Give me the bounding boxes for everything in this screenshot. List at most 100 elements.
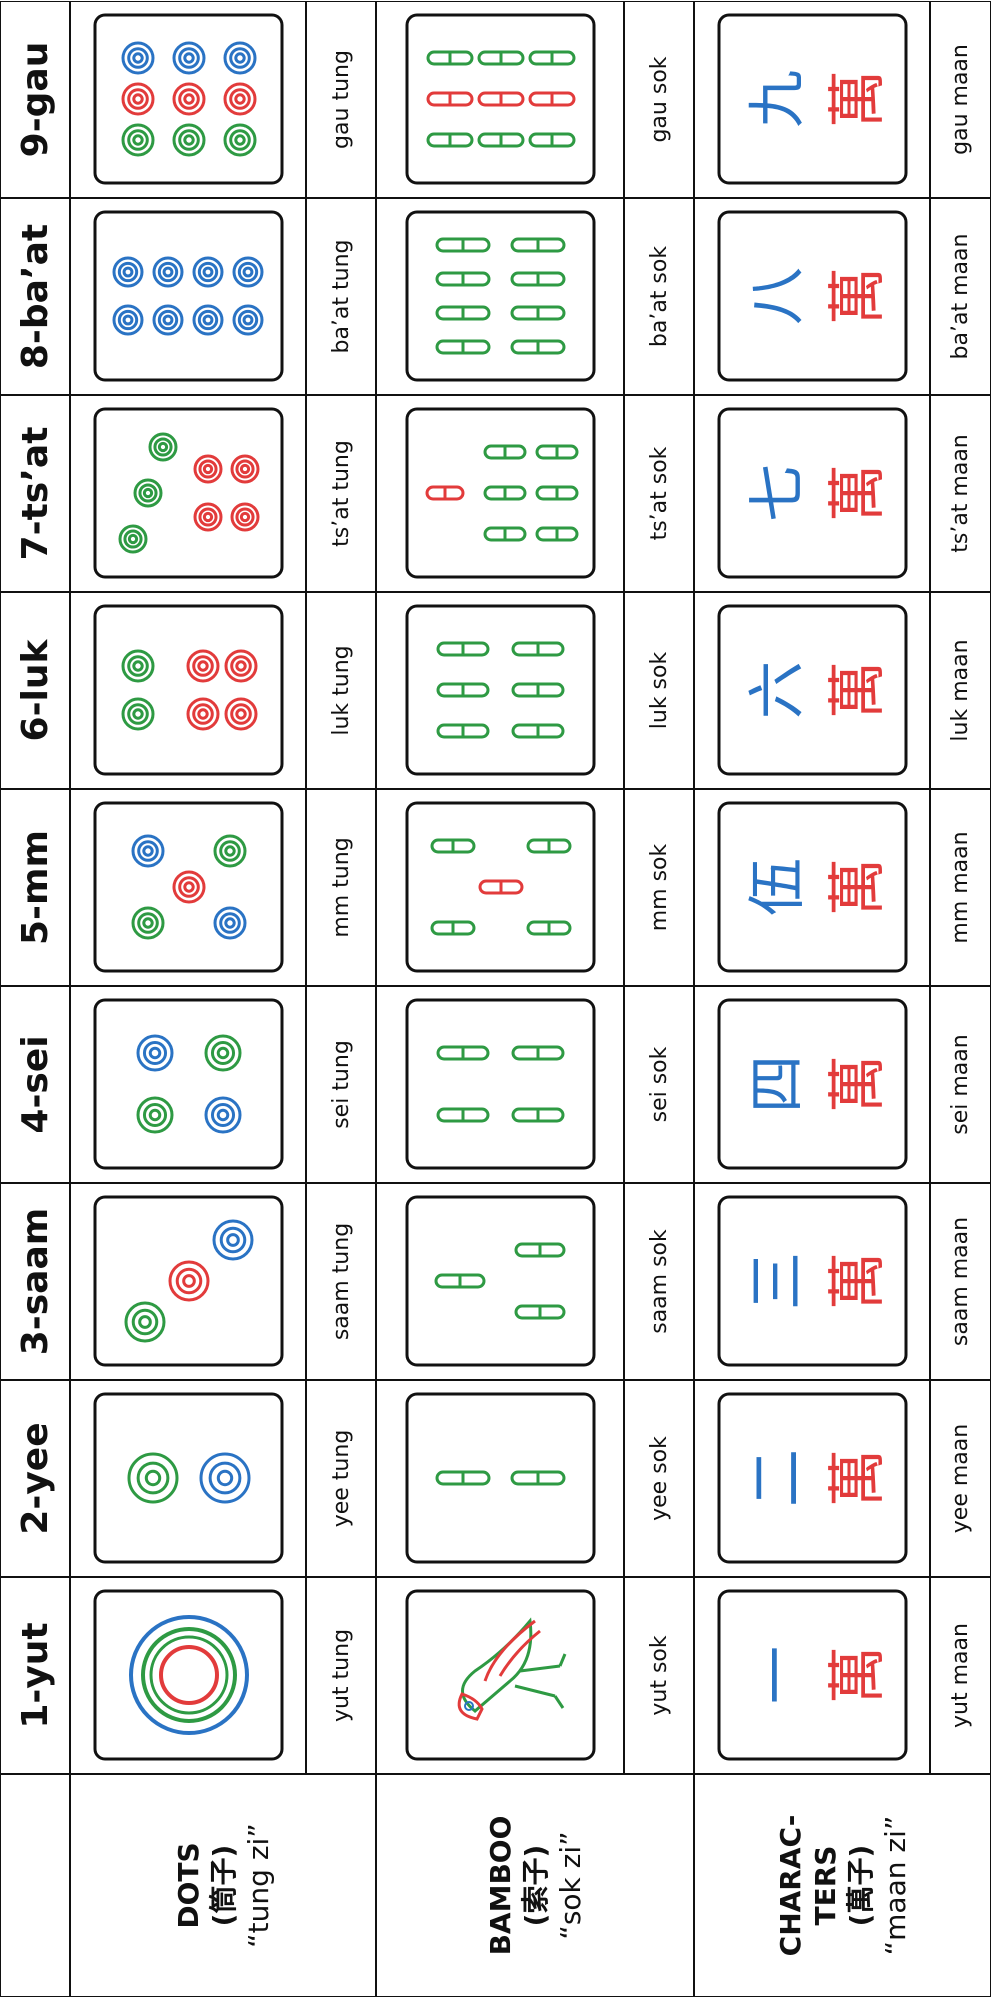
name-cell: yut sok xyxy=(624,1577,694,1774)
dot-ring xyxy=(144,1470,161,1487)
dot-ring xyxy=(172,871,205,904)
dot-ring xyxy=(177,876,200,899)
name-cell: luk maan xyxy=(930,592,991,789)
column-header: 8-ba’at xyxy=(0,198,70,395)
dot-ring xyxy=(234,507,255,528)
dot-ring xyxy=(157,262,178,283)
tile-name: yee sok xyxy=(646,1436,672,1521)
dot-ring xyxy=(136,912,159,935)
tile-face xyxy=(717,1196,907,1367)
tile-numeral: 二 xyxy=(743,1449,811,1507)
tile-face xyxy=(717,408,907,579)
dot-ring xyxy=(193,503,222,532)
tile-numeral: 三 xyxy=(743,1252,811,1310)
tile-face xyxy=(93,802,283,973)
row-header: DOTS (筒子) “tung zi” xyxy=(70,1774,376,1997)
tile: 伍萬 xyxy=(717,802,907,973)
tile-name: yee tung xyxy=(328,1429,354,1528)
tile xyxy=(405,1393,595,1564)
name-cell: ts’at tung xyxy=(306,395,376,592)
tile-name: luk maan xyxy=(948,639,973,742)
dot-ring xyxy=(239,512,250,523)
dot-ring xyxy=(213,907,246,940)
row-label: CHARAC- xyxy=(773,1814,807,1957)
dot-ring xyxy=(141,917,154,930)
dot-ring xyxy=(142,1103,167,1128)
name-cell: ts’at maan xyxy=(930,395,991,592)
tile-name: luk tung xyxy=(328,645,354,736)
tile xyxy=(405,211,595,382)
name-cell: yee tung xyxy=(306,1380,376,1577)
dot-ring xyxy=(162,315,173,326)
tile-name: yee maan xyxy=(948,1423,973,1534)
dot-ring xyxy=(208,1462,241,1495)
tile-face xyxy=(717,802,907,973)
name-cell: luk sok xyxy=(624,592,694,789)
tile-name: ba’at tung xyxy=(328,239,354,354)
dot-ring xyxy=(218,840,241,863)
column-header: 4-sei xyxy=(0,986,70,1183)
dot-ring xyxy=(197,310,218,331)
tile-name: ba’at sok xyxy=(646,245,672,348)
dot-ring xyxy=(202,512,213,523)
dot-ring xyxy=(181,1274,196,1289)
column-title: 6-luk xyxy=(14,639,56,742)
name-cell: saam sok xyxy=(624,1183,694,1380)
dot-ring xyxy=(199,1453,250,1504)
tile-cell: 七萬 xyxy=(694,395,930,592)
row-chinese: (萬子) xyxy=(843,1844,877,1927)
name-cell: ba’at tung xyxy=(306,198,376,395)
tile-face xyxy=(405,1393,595,1564)
dot-ring xyxy=(121,42,154,75)
dot-ring xyxy=(204,1035,241,1072)
tile-face xyxy=(717,211,907,382)
name-cell: yee sok xyxy=(624,1380,694,1577)
tile-numeral: 六 xyxy=(743,661,811,719)
tile-numeral: 九 xyxy=(743,70,811,128)
column-header: 1-yut xyxy=(0,1577,70,1774)
tile: 四萬 xyxy=(717,999,907,1170)
dot-ring xyxy=(121,124,154,157)
tile-name: luk sok xyxy=(646,651,672,730)
tile-wan: 萬 xyxy=(823,858,891,916)
dot-ring xyxy=(112,257,143,288)
tile-face xyxy=(717,999,907,1170)
tile-cell: 一萬 xyxy=(694,1577,930,1774)
tile-cell xyxy=(376,1577,624,1774)
dot-ring xyxy=(230,503,259,532)
dot-ring xyxy=(136,840,159,863)
dot-ring xyxy=(152,437,173,458)
column-header: 2-yee xyxy=(0,1380,70,1577)
tile-name: sei sok xyxy=(646,1046,672,1123)
row-romanization: “maan zi” xyxy=(878,1815,912,1956)
dot-ring xyxy=(228,88,251,111)
column-header: 3-saam xyxy=(0,1183,70,1380)
tile xyxy=(93,605,283,776)
dot-ring xyxy=(234,660,247,673)
tile-cell xyxy=(376,395,624,592)
name-cell: yee maan xyxy=(930,1380,991,1577)
tile: 七萬 xyxy=(717,408,907,579)
name-cell: luk tung xyxy=(306,592,376,789)
dot-ring xyxy=(197,507,218,528)
tile-cell: 四萬 xyxy=(694,986,930,1183)
tile-cell: 八萬 xyxy=(694,198,930,395)
dot-ring xyxy=(177,88,200,111)
dot-ring xyxy=(131,93,144,106)
dot-ring xyxy=(233,52,246,65)
tile-face xyxy=(405,605,595,776)
dot-ring xyxy=(128,1615,249,1736)
dot-ring xyxy=(133,479,162,508)
tile-cell xyxy=(70,1577,306,1774)
tile xyxy=(405,1590,595,1761)
dot-ring xyxy=(216,1109,229,1122)
tile-face xyxy=(405,999,595,1170)
tile-numeral: 伍 xyxy=(743,858,811,916)
tile xyxy=(93,1590,283,1761)
dot-ring xyxy=(186,698,219,731)
tile-face xyxy=(717,1590,907,1761)
bird-eye xyxy=(463,1701,474,1712)
dot-ring xyxy=(237,262,258,283)
tile-name: saam tung xyxy=(328,1222,354,1341)
